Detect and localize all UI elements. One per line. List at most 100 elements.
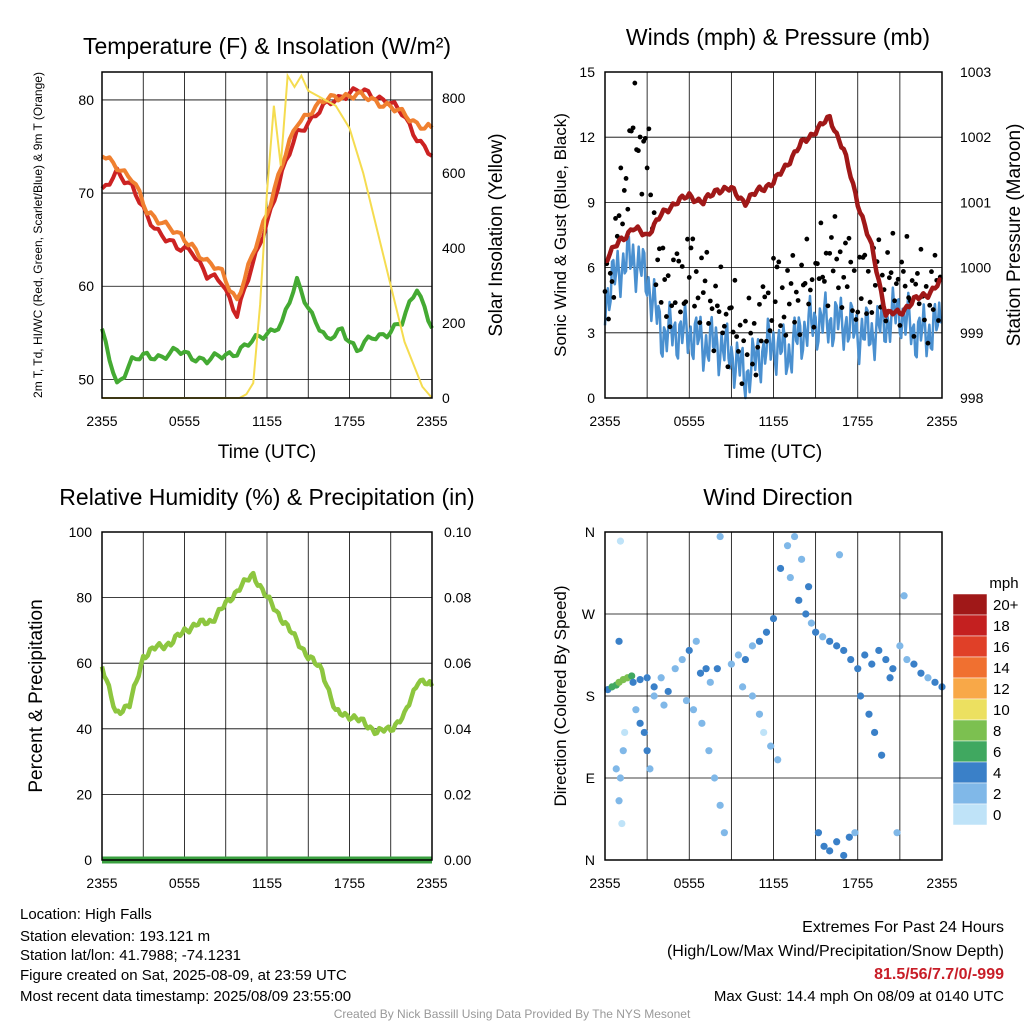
gust-point	[721, 323, 727, 329]
gust-point	[823, 250, 829, 256]
direction-point	[664, 687, 672, 696]
gust-point	[806, 301, 812, 307]
direction-point	[924, 674, 932, 682]
gust-point	[702, 278, 708, 284]
rh-ytick: 100	[69, 524, 93, 540]
direction-point	[710, 774, 719, 782]
wind-panel-xtick: 0555	[674, 413, 705, 429]
wind-ytick-right: 999	[960, 325, 984, 341]
legend-label: 2	[993, 786, 1001, 803]
rh-panel-xtick: 1755	[334, 875, 365, 891]
credit-text: Created By Nick Bassill Using Data Provi…	[333, 1007, 691, 1021]
direction-point	[762, 628, 771, 636]
direction-point	[689, 706, 698, 714]
gust-point	[695, 295, 701, 301]
gust-point	[822, 278, 827, 284]
legend-label: 12	[993, 681, 1010, 698]
direction-point	[767, 742, 775, 750]
gust-point	[653, 282, 659, 288]
direction-point	[820, 842, 828, 850]
gust-point	[841, 274, 847, 280]
gust-point	[802, 280, 808, 286]
direction-point	[643, 674, 651, 682]
gust-point	[655, 257, 661, 263]
rh-panel-xtick: 0555	[169, 875, 200, 891]
extremes-title: Extremes For Past 24 Hours	[802, 919, 1004, 936]
direction-point	[865, 710, 873, 718]
rh-title: Relative Humidity (%) & Precipitation (i…	[59, 484, 474, 510]
gust-point	[814, 261, 820, 267]
gust-point	[725, 364, 731, 370]
temp-ytick: 50	[78, 371, 94, 387]
temp-ytick: 80	[78, 92, 94, 108]
gust-point	[730, 329, 736, 335]
gust-point	[918, 246, 924, 252]
gust-point	[793, 289, 799, 295]
gust-point	[846, 235, 852, 241]
gust-point	[867, 299, 873, 305]
direction-point	[861, 651, 869, 659]
dir-ytick: S	[586, 688, 595, 704]
direction-points	[604, 532, 946, 860]
wind-ytick: 3	[587, 325, 595, 341]
wind-panel-xtick: 1755	[842, 413, 873, 429]
legend-label: 18	[993, 618, 1010, 635]
temp-panel-xtick: 1155	[252, 413, 282, 429]
gust-point	[825, 303, 831, 309]
legend-swatch	[952, 782, 988, 805]
gust-point	[662, 277, 668, 282]
temp-ytick-right: 400	[442, 240, 466, 256]
gust-point	[606, 316, 611, 322]
gust-point	[804, 236, 810, 242]
gust-point	[879, 272, 885, 278]
gust-point	[774, 264, 780, 270]
dir-panel-xtick: 1755	[842, 875, 873, 891]
gust-point	[820, 274, 826, 280]
gust-point	[676, 258, 682, 264]
direction-point	[629, 678, 637, 686]
gust-point	[678, 309, 683, 315]
legend-swatch	[952, 719, 988, 742]
gust-point	[925, 340, 931, 346]
rh-ytick-right: 0.02	[444, 786, 471, 802]
direction-point	[685, 646, 693, 655]
wind-panel-xtick: 1155	[758, 413, 788, 429]
latlon-text: Station lat/lon: 41.7988; -74.1231	[20, 947, 242, 964]
rh-ytick-right: 0.06	[444, 655, 471, 671]
gust-point	[635, 148, 641, 154]
direction-point	[621, 728, 629, 737]
gust-point	[644, 165, 650, 171]
gust-point	[899, 259, 905, 265]
gust-point	[872, 282, 878, 288]
direction-point	[618, 819, 626, 828]
gust-point	[769, 318, 775, 323]
gust-point	[720, 330, 725, 336]
wind-xlabel: Time (UTC)	[724, 442, 823, 463]
gust-point	[916, 301, 922, 307]
gust-point	[834, 256, 840, 262]
gust-point	[902, 283, 908, 289]
legend-title: mph	[989, 575, 1018, 592]
gust-point	[795, 298, 801, 303]
wind-ytick-right: 1001	[960, 194, 991, 210]
gust-point	[697, 320, 703, 326]
gust-point	[836, 285, 841, 291]
gust-point	[664, 314, 669, 319]
rh-ytick-right: 0.00	[444, 852, 471, 868]
direction-point	[716, 801, 724, 809]
gust-point	[797, 332, 803, 338]
direction-point	[882, 655, 890, 664]
rh-line	[99, 570, 435, 737]
gust-point	[781, 314, 787, 320]
legend-swatch	[952, 614, 988, 637]
rh-ytick-right: 0.08	[444, 590, 471, 606]
speed-legend	[952, 593, 988, 826]
direction-point	[854, 665, 862, 673]
direction-point	[875, 646, 883, 655]
gust-point	[771, 255, 776, 261]
legend-label: 16	[993, 639, 1010, 656]
direction-point	[931, 678, 939, 686]
rh-frame	[101, 531, 433, 861]
direction-point	[657, 674, 665, 682]
